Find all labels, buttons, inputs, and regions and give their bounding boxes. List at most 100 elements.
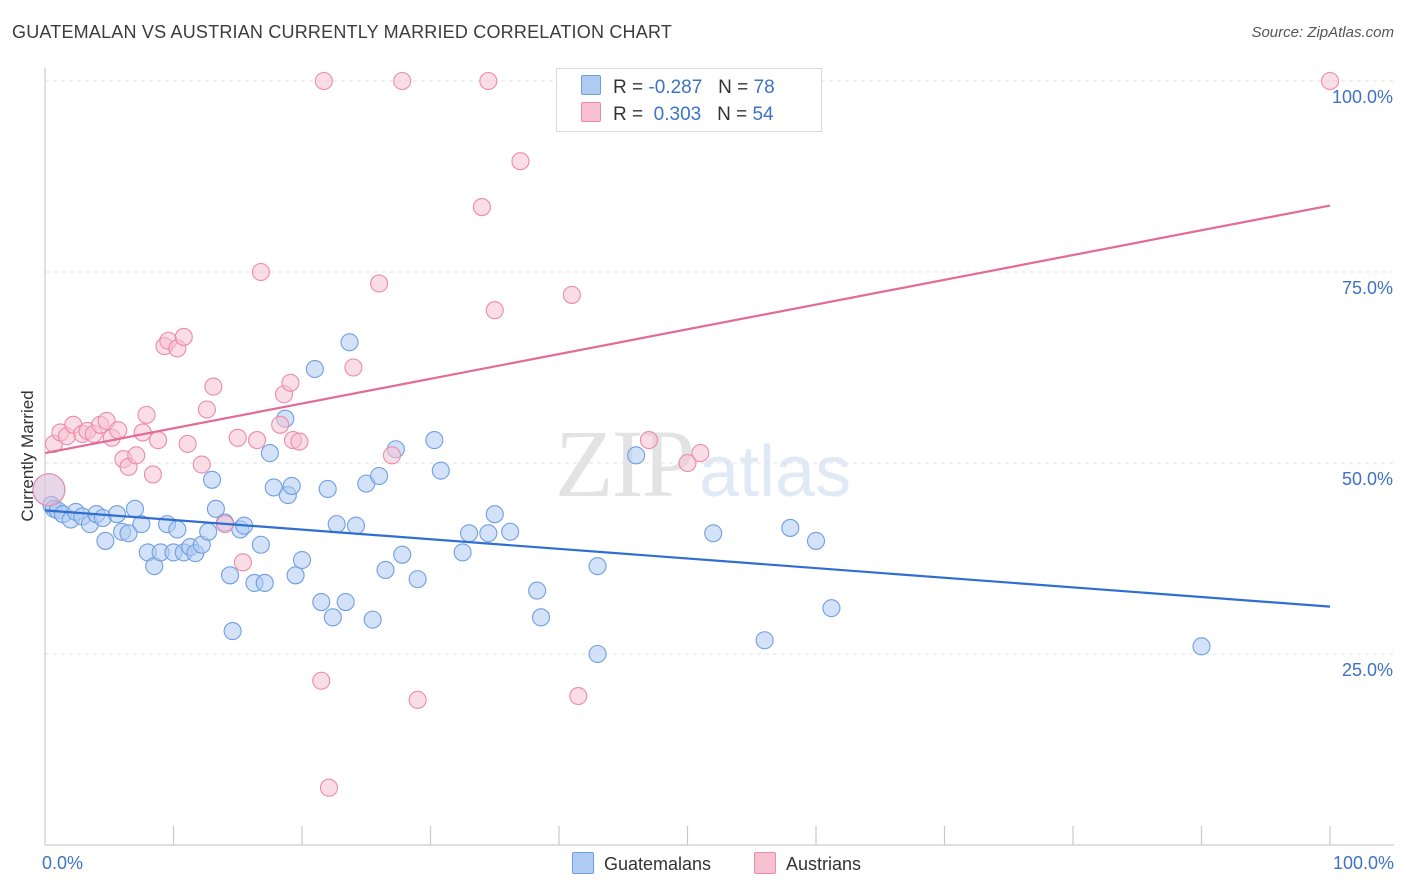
austrian-point-0 [32, 473, 66, 507]
guatemalan-point-28 [203, 470, 222, 489]
austrian-point-42 [382, 446, 402, 465]
trend-lines [44, 204, 1331, 608]
guatemalan-point-50 [336, 592, 355, 612]
bottom-swatch-blue [572, 852, 594, 874]
y-tick-label-25: 25.0% [1342, 660, 1393, 680]
guatemalan-point-38 [260, 444, 279, 463]
guatemalan-point-64 [479, 524, 498, 543]
guatemalan-point-59 [408, 570, 427, 589]
austrian-point-24 [192, 455, 211, 474]
guatemalan-point-15 [125, 499, 144, 518]
guatemalan-point-11 [96, 531, 115, 550]
guatemalan-point-73 [755, 631, 774, 650]
austrian-point-25 [197, 400, 216, 419]
y-tick-label-50: 50.0% [1342, 469, 1393, 489]
legend-r-value-1: -0.287 [648, 77, 703, 98]
x-tick-label-max: 100.0% [1333, 853, 1394, 873]
austrian-point-51 [639, 431, 659, 450]
guatemalan-point-14 [119, 524, 138, 543]
legend-r-label-2: R = [613, 104, 644, 125]
y-axis-title: Currently Married [18, 390, 37, 521]
austrian-point-36 [290, 432, 309, 451]
legend-n-label-2: N = [717, 104, 748, 125]
guatemalan-point-75 [806, 531, 826, 550]
guatemalan-point-70 [588, 557, 607, 576]
guatemalan-point-48 [323, 608, 342, 627]
austrian-point-31 [251, 262, 270, 282]
bottom-legend-label-1: Guatemalans [604, 854, 712, 874]
guatemalan-point-55 [370, 466, 389, 486]
guatemalan-point-45 [305, 359, 324, 379]
guatemalan-point-36 [251, 535, 270, 554]
guatemalan-point-61 [431, 461, 450, 480]
guatemalan-point-66 [501, 522, 520, 541]
austrian-point-47 [485, 301, 504, 320]
guatemalan-point-31 [220, 566, 240, 585]
guatemalan-point-46 [312, 592, 331, 612]
austrian-point-50 [569, 686, 588, 706]
austrian-point-32 [271, 415, 290, 434]
austrian-point-37 [312, 671, 331, 690]
austrian-point-53 [691, 444, 710, 463]
guatemalan-point-58 [393, 545, 412, 564]
legend-swatch-pink [581, 102, 601, 122]
legend-n-label-1: N = [718, 77, 749, 98]
x-axis-ticks [172, 826, 1331, 845]
guatemalan-point-27 [199, 522, 218, 541]
y-tick-label-100: 100.0% [1332, 87, 1393, 107]
guatemalan-point-72 [704, 524, 723, 543]
legend-row-austrians: R = 0.303 N = 54 [581, 102, 774, 128]
guatemalan-point-16 [132, 515, 151, 534]
guatemalan-trend-line [44, 509, 1331, 608]
guatemalan-point-39 [264, 478, 283, 497]
austrian-point-48 [511, 152, 530, 171]
x-tick-label-min: 0.0% [42, 853, 83, 873]
guatemalan-point-69 [588, 644, 607, 664]
guatemalan-point-42 [282, 476, 301, 495]
y-axis-tick-labels: 25.0% 50.0% 75.0% 100.0% [1332, 87, 1393, 680]
bottom-swatch-pink [754, 852, 776, 874]
legend-r-value-2: 0.303 [653, 104, 702, 125]
guatemalan-point-56 [376, 560, 395, 580]
guatemalan-point-52 [346, 516, 366, 535]
watermark-logo: ZIPatlas [555, 408, 851, 519]
guatemalan-point-74 [781, 518, 800, 537]
bottom-legend-austrians: Austrians [754, 852, 861, 875]
austrian-point-16 [137, 405, 156, 424]
legend-n-value-1: 78 [753, 77, 775, 98]
austrian-point-41 [370, 274, 389, 293]
guatemalan-point-62 [453, 543, 472, 562]
austrian-point-30 [247, 431, 267, 450]
austrian-point-38 [314, 71, 333, 91]
austrian-point-28 [228, 428, 247, 447]
legend-r-label-1: R = [613, 77, 644, 98]
austrian-points [32, 71, 1340, 797]
austrian-point-34 [281, 373, 300, 392]
guatemalan-point-77 [1192, 637, 1211, 656]
austrian-point-22 [174, 327, 193, 346]
austrian-point-54 [1320, 71, 1340, 91]
guatemalan-point-68 [531, 608, 551, 627]
guatemalan-point-71 [627, 446, 646, 465]
guatemalan-points [32, 333, 1211, 664]
guatemalan-point-51 [340, 333, 359, 352]
austrian-point-52 [678, 453, 697, 473]
austrian-point-14 [127, 446, 146, 465]
guatemalan-point-67 [528, 581, 547, 600]
y-tick-label-75: 75.0% [1342, 278, 1393, 298]
austrian-point-23 [178, 434, 197, 453]
legend-row-guatemalans: R = -0.287 N = 78 [581, 75, 775, 101]
guatemalan-point-32 [223, 622, 242, 641]
guatemalan-point-65 [485, 505, 504, 524]
austrian-point-40 [344, 358, 363, 377]
austrian-point-45 [472, 198, 491, 217]
austrian-point-43 [393, 71, 412, 91]
guatemalan-point-76 [822, 599, 841, 618]
guatemalan-point-54 [363, 610, 382, 629]
legend-n-value-2: 54 [752, 104, 774, 125]
guatemalan-point-47 [318, 479, 337, 499]
guatemalan-point-43 [286, 566, 305, 585]
correlation-legend: R = -0.287 N = 78 R = 0.303 N = 54 [556, 68, 822, 132]
austrian-trend-line [44, 204, 1331, 455]
